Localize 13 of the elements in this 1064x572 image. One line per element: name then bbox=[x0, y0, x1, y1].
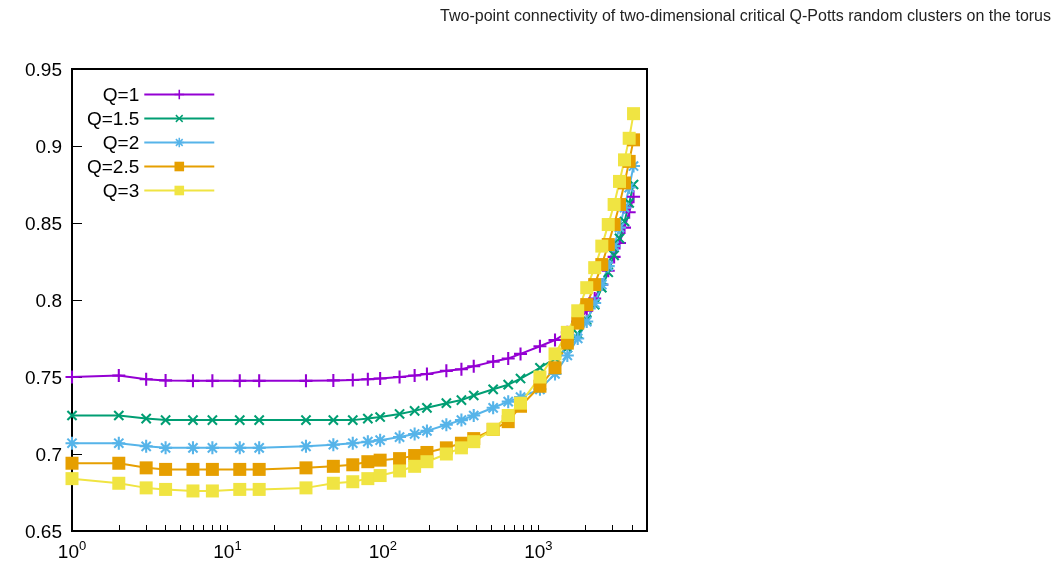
y-tick-label: 0.65 bbox=[25, 520, 62, 542]
y-tick-label: 0.85 bbox=[25, 212, 62, 234]
legend-label: Q=1.5 bbox=[86, 108, 140, 129]
y-tick-label: 0.8 bbox=[35, 289, 62, 311]
text: Two-point connectivity of two-dimensional critical Q-Potts random clusters on the torus bbox=[440, 6, 1051, 24]
legend-label: Q=2.5 bbox=[86, 156, 140, 177]
y-tick-label: 0.9 bbox=[35, 135, 62, 157]
legend-label: Q=2 bbox=[102, 132, 140, 153]
y-tick-label: 0.7 bbox=[35, 443, 62, 465]
legend-label: Q=1 bbox=[102, 84, 140, 105]
legend-label: Q=3 bbox=[102, 180, 140, 201]
y-tick-label: 0.95 bbox=[25, 58, 62, 80]
y-tick-label: 0.75 bbox=[25, 366, 62, 388]
